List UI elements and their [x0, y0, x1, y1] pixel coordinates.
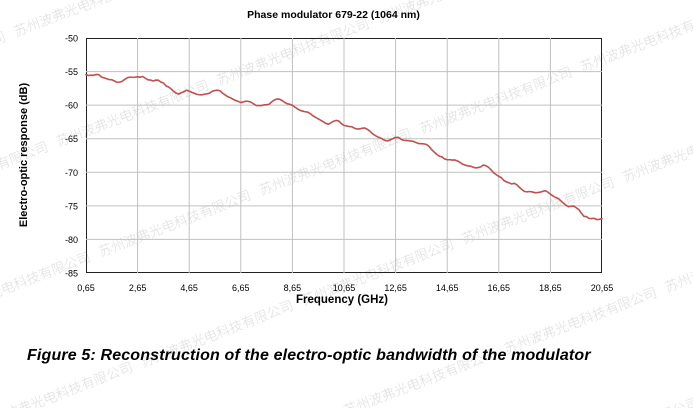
svg-text:8,65: 8,65	[284, 283, 302, 293]
svg-text:6,65: 6,65	[232, 283, 250, 293]
svg-text:0,65: 0,65	[77, 283, 95, 293]
svg-text:16,65: 16,65	[488, 283, 511, 293]
svg-text:14,65: 14,65	[436, 283, 459, 293]
svg-text:-80: -80	[65, 235, 78, 245]
svg-text:12,65: 12,65	[384, 283, 407, 293]
svg-text:-65: -65	[65, 134, 78, 144]
svg-text:-75: -75	[65, 201, 78, 211]
svg-text:10,65: 10,65	[333, 283, 356, 293]
svg-text:-55: -55	[65, 67, 78, 77]
svg-text:2,65: 2,65	[129, 283, 147, 293]
svg-text:-60: -60	[65, 101, 78, 111]
svg-text:-70: -70	[65, 168, 78, 178]
svg-text:20,65: 20,65	[591, 283, 614, 293]
svg-text:18,65: 18,65	[539, 283, 562, 293]
svg-text:-50: -50	[65, 34, 78, 44]
svg-text:-85: -85	[65, 269, 78, 279]
svg-text:4,65: 4,65	[180, 283, 198, 293]
